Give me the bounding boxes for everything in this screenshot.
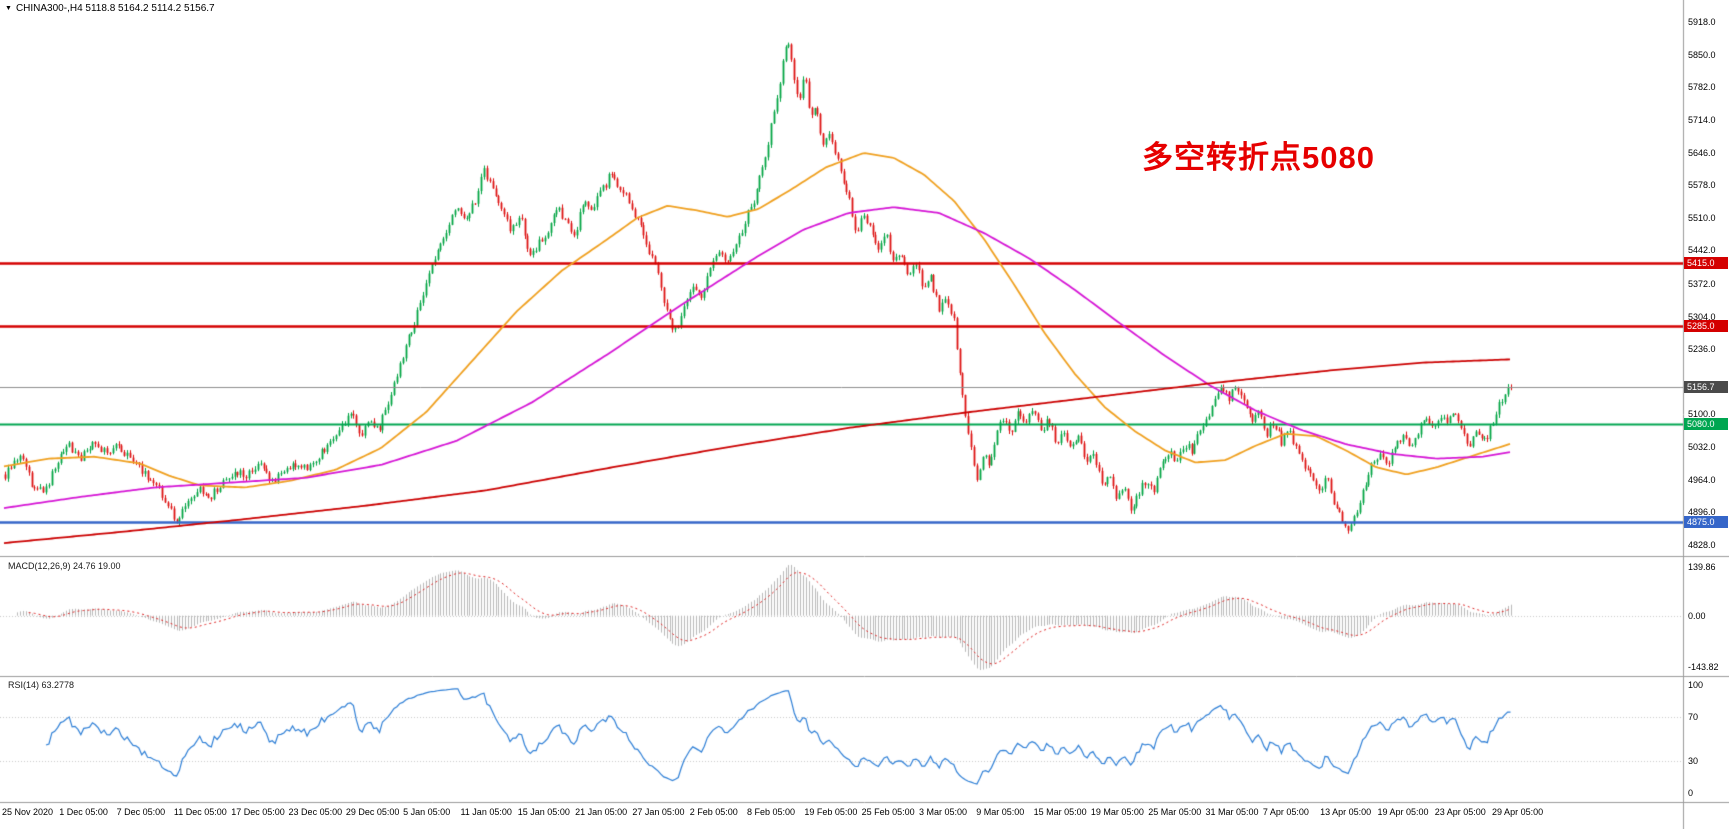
time-axis-label: 19 Mar 05:00 xyxy=(1090,807,1144,817)
time-axis-label: 11 Dec 05:00 xyxy=(173,807,227,817)
price-tick-label: 4964.0 xyxy=(1688,474,1716,485)
time-axis-label: 11 Jan 05:00 xyxy=(460,807,512,817)
time-axis-label: 7 Dec 05:00 xyxy=(116,807,166,817)
time-axis-label: 31 Mar 05:00 xyxy=(1205,807,1259,817)
time-axis-label: 25 Feb 05:00 xyxy=(861,807,915,817)
price-badge: 5285.0 xyxy=(1684,319,1728,332)
time-axis-label: 19 Feb 05:00 xyxy=(804,807,858,817)
chart-title: ▼ CHINA300-,H4 5118.8 5164.2 5114.2 5156.… xyxy=(5,3,215,14)
price-tick-label: 5646.0 xyxy=(1688,147,1716,158)
time-axis-label: 17 Dec 05:00 xyxy=(231,807,285,817)
chart-title-text: CHINA300-,H4 5118.8 5164.2 5114.2 5156.7 xyxy=(15,3,215,14)
rsi-axis-label: 70 xyxy=(1688,712,1699,723)
price-tick-label: 5510.0 xyxy=(1688,212,1716,223)
price-tick-label: 5578.0 xyxy=(1688,180,1716,191)
macd-axis-label: 0.00 xyxy=(1688,610,1706,621)
rsi-label: RSI(14) 63.2778 xyxy=(8,680,75,690)
time-axis-label: 2 Feb 05:00 xyxy=(689,807,738,817)
symbol-marker-icon: ▼ xyxy=(5,5,12,12)
time-axis-label: 7 Apr 05:00 xyxy=(1262,807,1309,817)
time-axis-label: 23 Dec 05:00 xyxy=(288,807,343,817)
time-axis-label: 19 Apr 05:00 xyxy=(1377,807,1429,817)
time-axis-label: 9 Mar 05:00 xyxy=(976,807,1025,817)
price-tick-label: 5714.0 xyxy=(1688,114,1716,125)
time-axis-label: 1 Dec 05:00 xyxy=(59,807,108,817)
time-axis-label: 15 Mar 05:00 xyxy=(1033,807,1087,817)
price-tick-label: 5850.0 xyxy=(1688,49,1716,60)
time-axis-label: 5 Jan 05:00 xyxy=(403,807,451,817)
price-badge: 5156.7 xyxy=(1684,381,1728,394)
time-axis-label: 15 Jan 05:00 xyxy=(517,807,570,817)
price-tick-label: 4896.0 xyxy=(1688,507,1716,518)
time-axis-label: 23 Apr 05:00 xyxy=(1434,807,1486,817)
chart-annotation[interactable]: 多空转折点5080 xyxy=(1142,140,1375,175)
macd-axis-label: -143.82 xyxy=(1688,662,1719,672)
time-axis-label: 25 Nov 2020 xyxy=(2,807,54,817)
price-badge: 4875.0 xyxy=(1684,516,1728,529)
price-tick-label: 5236.0 xyxy=(1688,344,1716,355)
time-axis-label: 25 Mar 05:00 xyxy=(1148,807,1202,817)
price-tick-label: 5032.0 xyxy=(1688,442,1716,453)
price-tick-label: 5100.0 xyxy=(1688,409,1716,420)
price-badge: 5080.0 xyxy=(1684,418,1728,431)
rsi-axis-label: 0 xyxy=(1688,788,1694,798)
time-axis-label: 29 Apr 05:00 xyxy=(1492,807,1544,817)
price-tick-label: 5782.0 xyxy=(1688,82,1716,93)
price-tick-label: 5304.0 xyxy=(1688,311,1716,322)
price-tick-label: 5918.0 xyxy=(1688,17,1716,27)
macd-axis-label: 139.86 xyxy=(1688,562,1716,572)
time-axis-label: 27 Jan 05:00 xyxy=(632,807,685,817)
price-tick-label: 4828.0 xyxy=(1688,540,1716,550)
time-axis-label: 3 Mar 05:00 xyxy=(918,807,967,817)
time-axis-label: 21 Jan 05:00 xyxy=(575,807,628,817)
rsi-axis-label: 30 xyxy=(1688,755,1699,766)
price-tick-label: 5372.0 xyxy=(1688,278,1716,289)
time-axis-label: 29 Dec 05:00 xyxy=(345,807,400,817)
rsi-axis-label: 100 xyxy=(1688,680,1704,690)
price-tick-label: 5442.0 xyxy=(1688,245,1716,256)
macd-label: MACD(12,26,9) 24.76 19.00 xyxy=(8,561,121,571)
time-axis-label: 13 Apr 05:00 xyxy=(1320,807,1372,817)
price-badge: 5415.0 xyxy=(1684,257,1728,270)
time-axis-label: 8 Feb 05:00 xyxy=(747,807,796,817)
